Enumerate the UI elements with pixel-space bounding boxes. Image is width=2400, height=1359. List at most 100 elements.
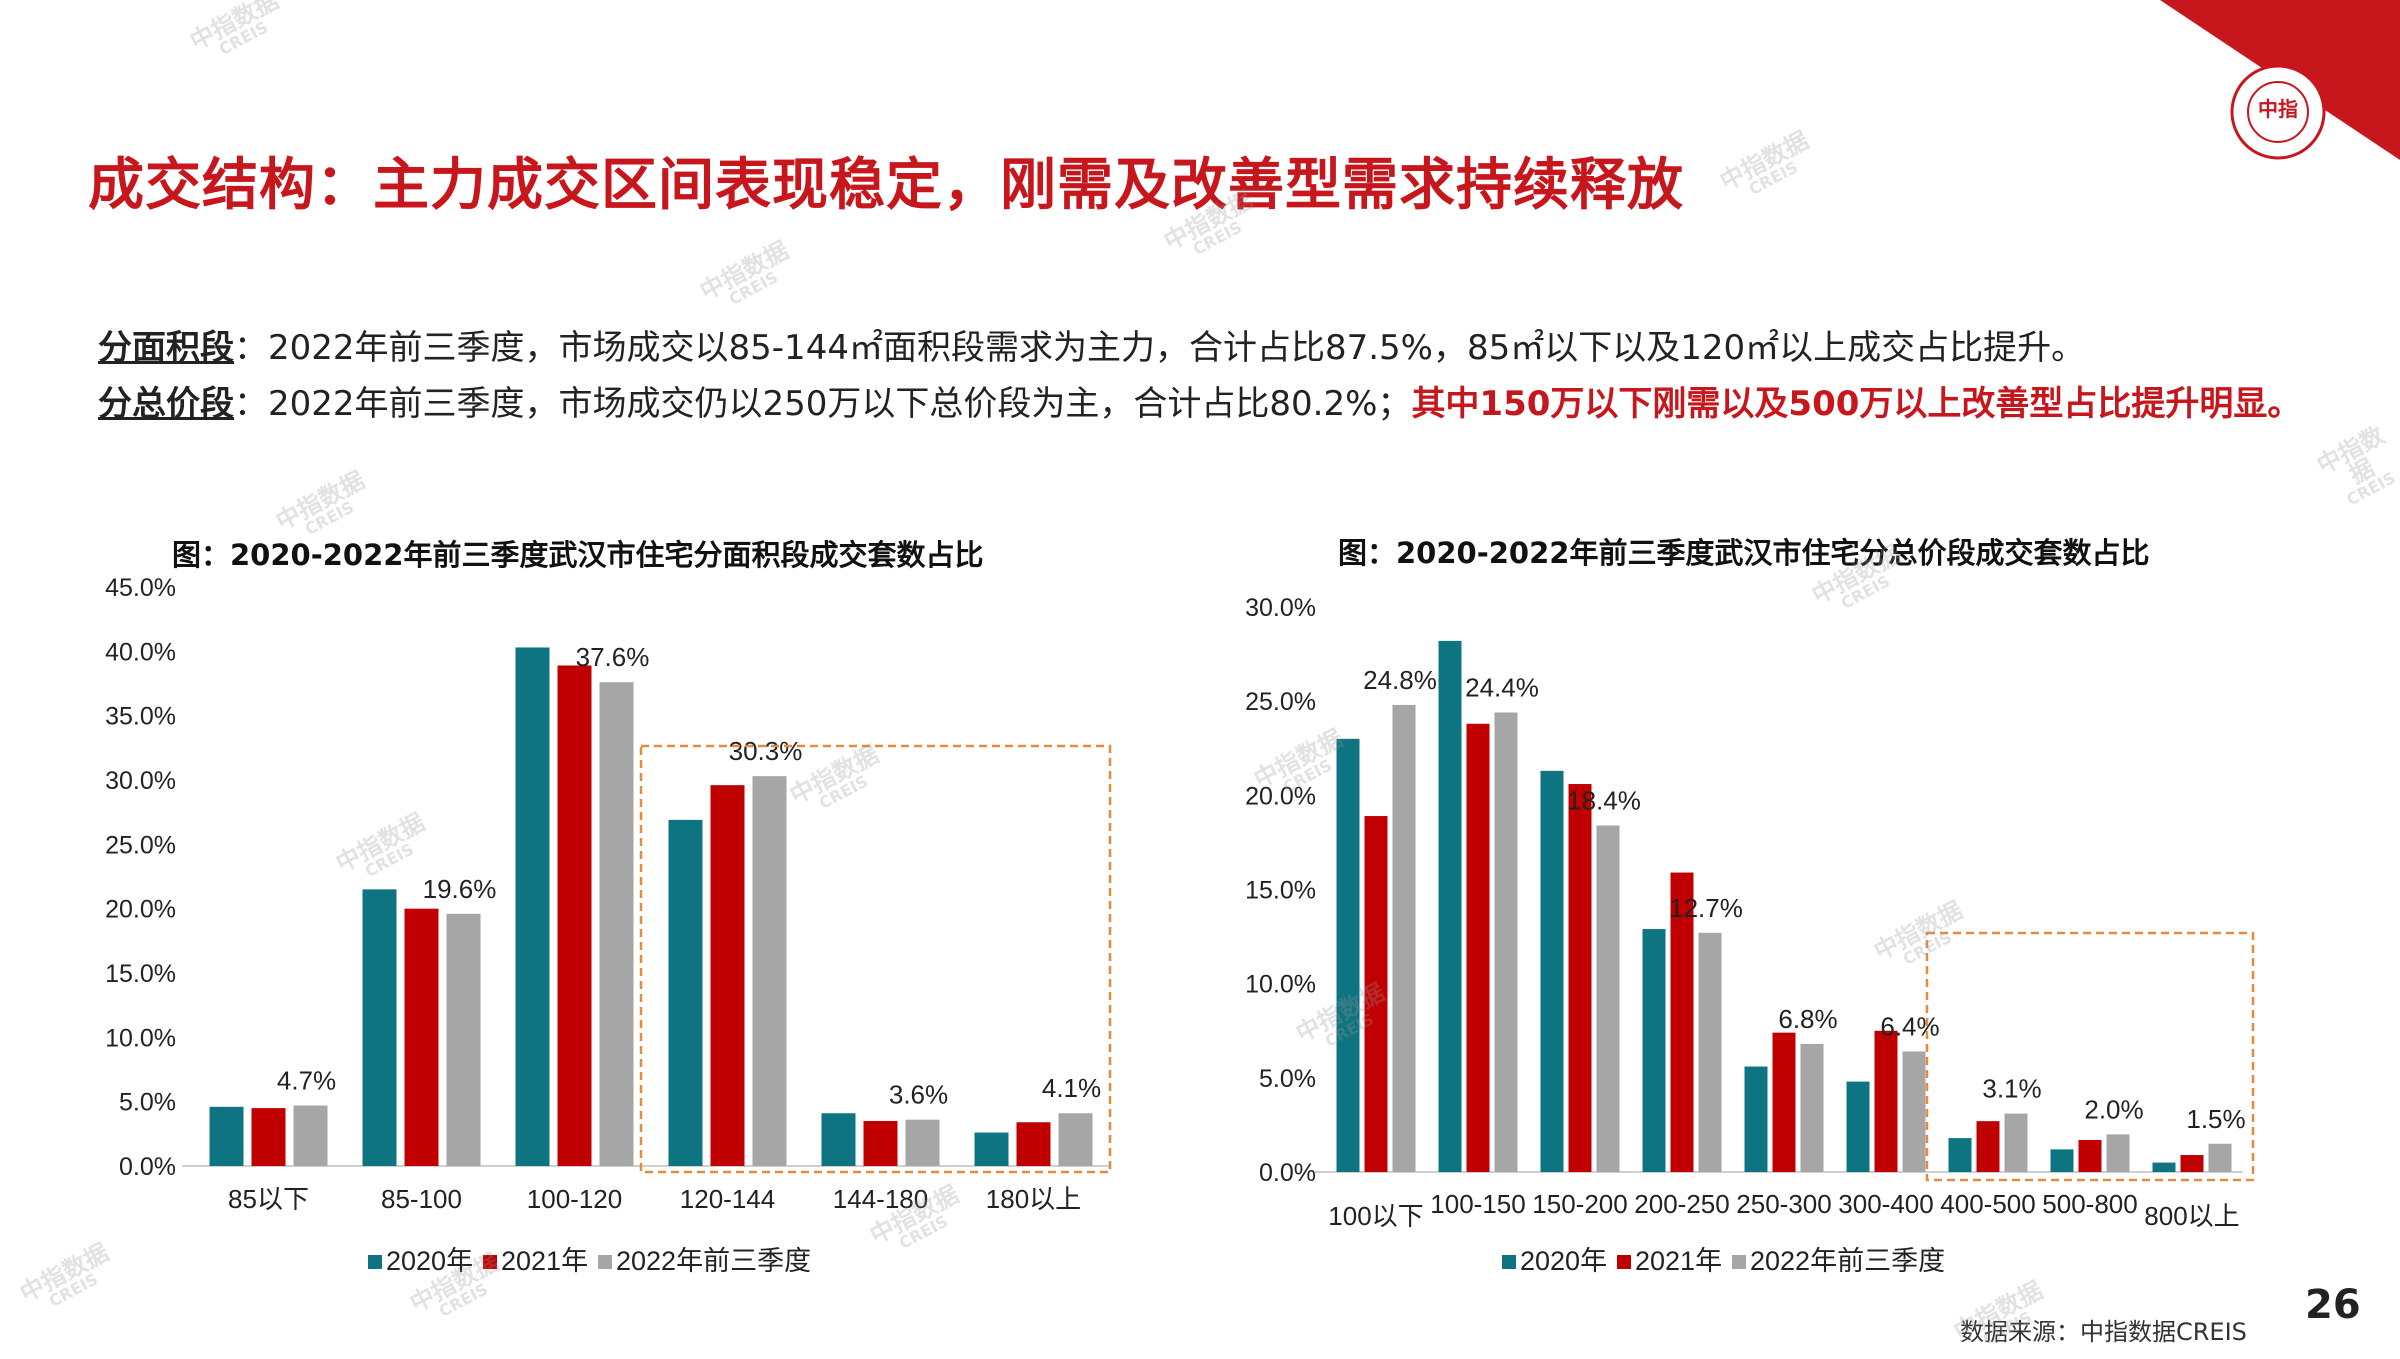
y-tick-label: 10.0% [1245, 971, 1316, 999]
description-line-2: 分总价段：2022年前三季度，市场成交仍以250万以下总价段为主，合计占比80.… [98, 376, 2301, 425]
bar-2021 [863, 1120, 898, 1166]
chart1-title: 图：2020-2022年前三季度武汉市住宅分面积段成交套数占比 [172, 538, 984, 572]
bar-2020 [1438, 640, 1462, 1172]
bar-2020 [209, 1106, 244, 1166]
y-tick-label: 15.0% [105, 960, 176, 988]
bar-2022 [1902, 1051, 1926, 1172]
page-number: 26 [2305, 1282, 2361, 1328]
price-segment-label: 分总价段 [98, 384, 234, 424]
bar-2020 [1846, 1081, 1870, 1172]
chart2-title: 图：2020-2022年前三季度武汉市住宅分总价段成交套数占比 [1338, 536, 2150, 570]
category-label: 800以上 [2144, 1201, 2239, 1231]
bar-2020 [1336, 738, 1360, 1172]
legend-label: 2020年 [1520, 1246, 1607, 1276]
data-label: 12.7% [1669, 893, 1743, 923]
bar-2021 [1364, 816, 1388, 1172]
bar-2021 [1568, 784, 1592, 1172]
category-label: 500-800 [2042, 1189, 2137, 1219]
y-tick-label: 25.0% [1245, 688, 1316, 716]
area-segment-text: 2022年前三季度，市场成交以85-144㎡面积段需求为主力，合计占比87.5%… [268, 328, 2086, 368]
legend-swatch [1617, 1255, 1631, 1269]
data-label: 3.1% [1982, 1074, 2041, 1104]
data-source: 数据来源：中指数据CREIS [1960, 1318, 2247, 1346]
y-tick-label: 30.0% [1245, 594, 1316, 622]
category-label: 100以下 [1328, 1201, 1423, 1231]
bar-2022 [2208, 1143, 2232, 1172]
legend-label: 2022年前三季度 [1750, 1246, 1945, 1276]
bar-2020 [1948, 1138, 1972, 1172]
bar-2022 [599, 682, 634, 1166]
data-label: 4.1% [1042, 1073, 1101, 1103]
y-tick-label: 25.0% [105, 831, 176, 859]
category-label: 150-200 [1532, 1189, 1627, 1219]
y-tick-label: 5.0% [119, 1089, 176, 1117]
highlight-box [639, 744, 1112, 1174]
data-label: 18.4% [1567, 785, 1641, 815]
category-label: 250-300 [1736, 1189, 1831, 1219]
bar-2020 [1744, 1066, 1768, 1172]
bar-2022 [1494, 712, 1518, 1172]
data-label: 30.3% [729, 736, 803, 766]
bar-2022 [293, 1105, 328, 1166]
legend-swatch [483, 1255, 497, 1269]
page-title: 成交结构：主力成交区间表现稳定，刚需及改善型需求持续释放 [88, 153, 1684, 218]
category-label: 180以上 [986, 1184, 1081, 1214]
y-tick-label: 20.0% [1245, 782, 1316, 810]
bar-2020 [2152, 1162, 2176, 1172]
y-tick-label: 5.0% [1259, 1065, 1316, 1093]
bar-2021 [1772, 1032, 1796, 1172]
category-label: 200-250 [1634, 1189, 1729, 1219]
bar-2020 [1540, 770, 1564, 1172]
y-tick-label: 20.0% [105, 896, 176, 924]
bar-2022 [1392, 704, 1416, 1172]
bar-2021 [710, 785, 745, 1166]
bar-2020 [1642, 929, 1666, 1172]
bar-2020 [974, 1132, 1009, 1166]
y-tick-label: 0.0% [1259, 1159, 1316, 1187]
bar-2021 [1874, 1030, 1898, 1172]
legend-swatch [1502, 1255, 1516, 1269]
data-label: 2.0% [2084, 1094, 2143, 1124]
data-label: 3.6% [889, 1080, 948, 1110]
bar-2020 [821, 1113, 856, 1166]
data-label: 24.4% [1465, 672, 1539, 702]
y-tick-label: 15.0% [1245, 877, 1316, 905]
category-label: 100-120 [527, 1184, 622, 1214]
y-tick-label: 40.0% [105, 638, 176, 666]
category-label: 100-150 [1430, 1189, 1525, 1219]
bar-2022 [905, 1119, 940, 1166]
bar-2021 [1466, 723, 1490, 1172]
logo-seal-icon: 中指 [2230, 64, 2326, 160]
data-label: 24.8% [1363, 665, 1437, 695]
highlight-box [1925, 931, 2255, 1182]
category-label: 300-400 [1838, 1189, 1933, 1219]
legend-label: 2021年 [1635, 1246, 1722, 1276]
bar-2021 [2078, 1139, 2102, 1172]
category-label: 85以下 [228, 1184, 309, 1214]
bar-2022 [446, 913, 481, 1166]
bar-2022 [2106, 1134, 2130, 1172]
bar-2021 [404, 908, 439, 1166]
y-tick-label: 30.0% [105, 767, 176, 795]
bar-2021 [557, 665, 592, 1166]
bar-2022 [752, 776, 787, 1166]
data-label: 4.7% [277, 1066, 336, 1096]
price-segment-highlight: 其中150万以下刚需以及500万以上改善型占比提升明显。 [1411, 384, 2302, 424]
description-line-1: 分面积段：2022年前三季度，市场成交以85-144㎡面积段需求为主力，合计占比… [98, 320, 2085, 369]
legend-label: 2022年前三季度 [616, 1246, 811, 1276]
data-label: 6.4% [1880, 1011, 1939, 1041]
y-tick-label: 45.0% [105, 574, 176, 602]
data-label: 19.6% [423, 874, 497, 904]
logo-text: 中指 [2258, 97, 2298, 121]
area-segment-label: 分面积段 [98, 328, 234, 368]
bar-2020 [2050, 1149, 2074, 1172]
bar-2020 [362, 889, 397, 1166]
bar-2020 [515, 647, 550, 1166]
area-segment-sep: ： [234, 328, 268, 368]
bar-2020 [668, 819, 703, 1166]
brand-corner: 中指 [2160, 0, 2400, 160]
bar-2022 [1058, 1113, 1093, 1166]
bar-2021 [1976, 1121, 2000, 1172]
bar-2022 [2004, 1113, 2028, 1172]
